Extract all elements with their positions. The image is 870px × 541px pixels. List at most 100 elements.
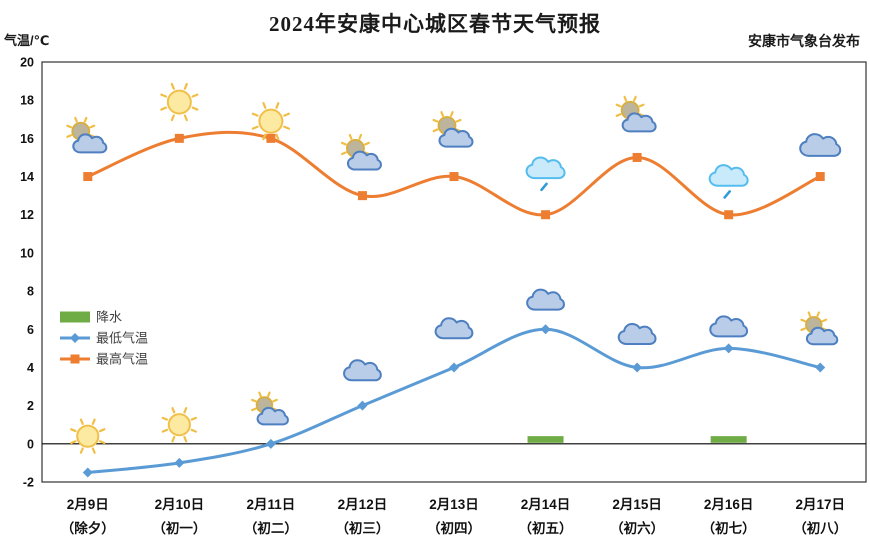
high-temp-marker xyxy=(815,172,825,182)
day-weather-rain-icon xyxy=(708,164,749,199)
legend-high-marker xyxy=(70,354,80,364)
y-tick-label: 12 xyxy=(20,208,34,222)
y-tick-label: 4 xyxy=(27,361,34,375)
legend-precip-label: 降水 xyxy=(96,310,122,325)
sun-ray xyxy=(99,440,106,445)
sun-ray xyxy=(251,398,257,403)
sun-ray xyxy=(190,428,198,433)
x-date-label: 2月15日 xyxy=(612,497,662,512)
sun-ray xyxy=(190,416,198,421)
x-date-label: 2月14日 xyxy=(521,497,571,512)
x-date-label: 2月16日 xyxy=(704,497,754,512)
day-weather-rain-icon xyxy=(525,156,566,192)
high-temp-marker xyxy=(541,210,551,220)
sun-ray xyxy=(623,95,628,102)
sun-ray xyxy=(251,112,259,117)
sun-ray xyxy=(358,133,363,140)
y-tick-label: -2 xyxy=(23,476,34,490)
high-temp-line-markers xyxy=(83,133,825,220)
sun-ray xyxy=(275,102,280,109)
sun-ray xyxy=(283,112,291,117)
low-temp-marker xyxy=(540,324,551,335)
sun-ray xyxy=(191,106,199,111)
legend-low-marker xyxy=(70,333,80,343)
cloud-shape xyxy=(346,150,382,171)
y-axis-unit-label: 气温/℃ xyxy=(4,33,50,48)
cloud-shape xyxy=(621,112,657,133)
cloud-shape xyxy=(709,315,749,338)
low-temp-marker xyxy=(357,400,368,411)
sun-ray xyxy=(170,82,175,90)
precip-bars xyxy=(527,436,747,443)
night-weather-sun-icon xyxy=(70,418,106,454)
sun-ray xyxy=(455,118,462,123)
cloud-shape xyxy=(256,406,289,426)
y-tick-label: 20 xyxy=(20,56,34,70)
sun-ray xyxy=(432,128,439,133)
sun-ray xyxy=(183,82,188,90)
cloud-shape xyxy=(343,359,382,382)
night-weather-cloud-icon xyxy=(343,359,382,382)
page-title: 2024年安康中心城区春节天气预报 xyxy=(269,12,601,36)
sun-ray xyxy=(66,124,73,129)
night-weather-suncloud-icon xyxy=(800,311,839,346)
x-date-label: 2月13日 xyxy=(429,497,479,512)
sun-ray xyxy=(275,133,280,141)
sun-ray xyxy=(191,93,199,98)
sun-ray xyxy=(79,447,84,454)
sun-ray xyxy=(821,318,828,323)
x-date-label: 2月17日 xyxy=(795,497,845,512)
high-temp-marker xyxy=(357,191,367,201)
rain-drop xyxy=(723,190,731,199)
sun-ray xyxy=(70,440,77,445)
high-temp-marker xyxy=(174,133,184,143)
sun-ray xyxy=(91,418,96,425)
cloud-shape xyxy=(434,317,474,340)
y-tick-label: 10 xyxy=(20,246,34,260)
night-weather-cloud-icon xyxy=(526,288,565,311)
sun-ray xyxy=(638,103,645,108)
sun-ray xyxy=(262,102,267,109)
x-festival-label: （初二） xyxy=(244,520,298,536)
day-weather-cloud-icon xyxy=(799,133,842,157)
plot-border xyxy=(41,61,867,483)
sun-ray xyxy=(161,416,169,421)
low-temp-marker xyxy=(723,343,734,354)
low-temp-marker xyxy=(174,457,185,468)
sun-ray xyxy=(74,116,78,123)
low-temp-line xyxy=(86,327,822,474)
sun-ray xyxy=(615,113,622,117)
sun-ray xyxy=(171,435,176,443)
sun-ray xyxy=(170,114,175,122)
night-weather-cloud-icon xyxy=(617,323,657,346)
y-tick-label: 14 xyxy=(20,170,34,184)
high-temp-marker xyxy=(449,172,459,182)
legend-high-label: 最高气温 xyxy=(96,352,148,367)
y-tick-label: 2 xyxy=(27,399,34,413)
cloud-shape xyxy=(799,133,842,157)
sun-ray xyxy=(251,125,259,130)
sun-disc xyxy=(258,108,284,134)
cloud-shape xyxy=(526,288,565,311)
y-tick-label: 18 xyxy=(20,94,34,108)
cloud-shape xyxy=(525,156,566,180)
sun-ray xyxy=(70,428,77,433)
rain-drop xyxy=(540,182,548,192)
x-axis-labels: 2月9日 （除夕） 2月10日 （初一） 2月11日 （初二） 2月12日 （初三） 2月13日… xyxy=(61,497,847,536)
x-date-label: 2月11日 xyxy=(246,497,295,512)
sun-ray xyxy=(171,407,176,414)
cloud-shape xyxy=(708,164,749,187)
sun-ray xyxy=(633,95,637,102)
sun-ray xyxy=(816,311,820,317)
high-temp-marker xyxy=(632,152,642,162)
y-tick-label: 8 xyxy=(27,285,34,299)
night-weather-cloud-icon xyxy=(709,315,749,338)
sun-disc xyxy=(167,413,191,437)
y-tick-label: 0 xyxy=(27,437,34,451)
x-festival-label: （初七） xyxy=(702,520,756,536)
sun-ray xyxy=(440,111,445,117)
sun-ray xyxy=(258,391,262,398)
sun-disc xyxy=(166,89,192,115)
day-weather-sun-icon xyxy=(251,102,291,141)
